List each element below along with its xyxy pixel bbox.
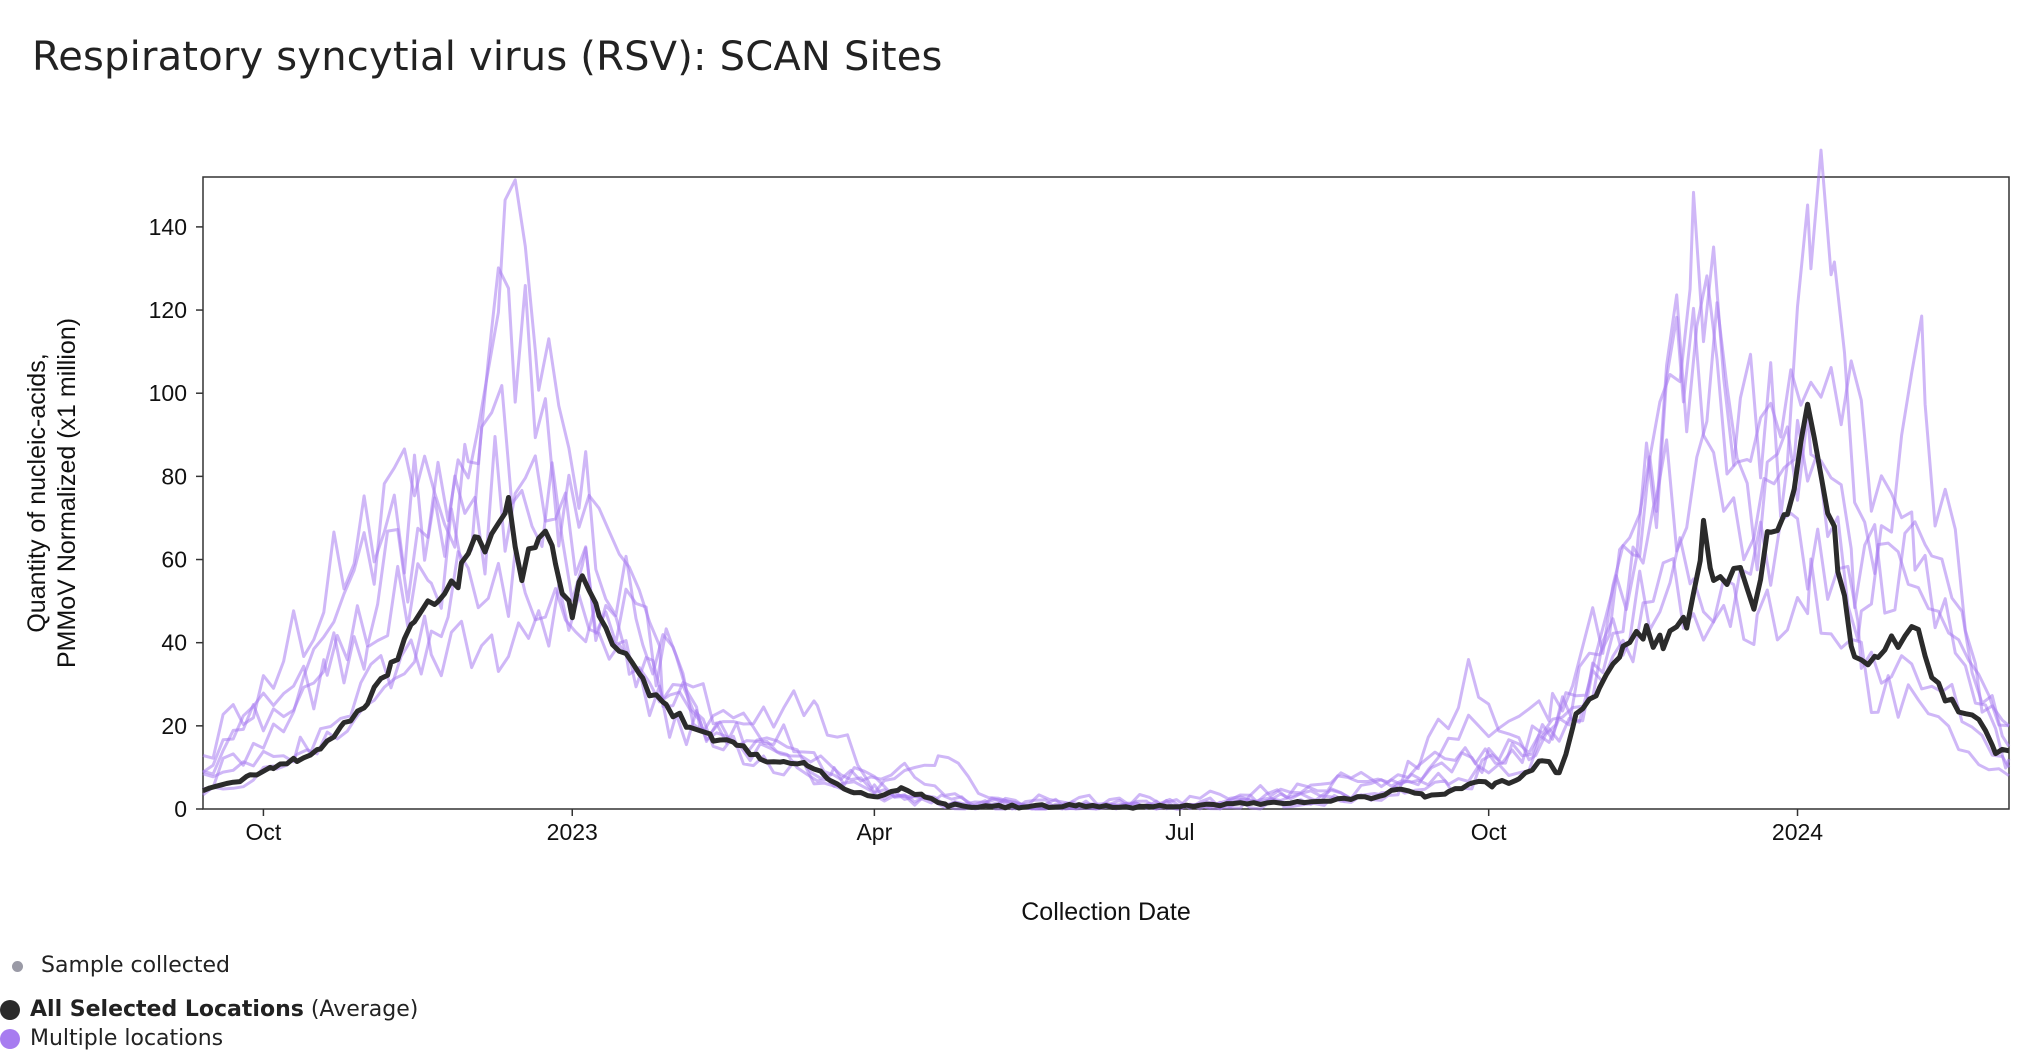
y-tick-label: 140	[149, 214, 187, 240]
x-tick-label: 2024	[1772, 819, 1823, 845]
x-axis-title: Collection Date	[1021, 898, 1191, 926]
average-dot-icon	[0, 1000, 20, 1020]
y-tick-label: 100	[149, 380, 187, 406]
legend-multiple-locations[interactable]: Multiple locations	[0, 1026, 223, 1051]
y-axis-title-line-2: PMMoV Normalized (x1 million)	[53, 318, 81, 668]
x-tick-label: Oct	[246, 819, 282, 845]
y-axis-title-line-1: Quantity of nucleic-acids,	[23, 353, 51, 632]
x-tick-label: Apr	[856, 819, 892, 845]
y-tick-label: 120	[149, 297, 187, 323]
legend-average[interactable]: All Selected Locations (Average)	[0, 997, 418, 1022]
legend-average-suffix: (Average)	[310, 997, 419, 1022]
series-line-average	[202, 401, 2010, 811]
sample-dot-icon	[12, 960, 23, 972]
x-axis: Oct 2023 Apr Jul Oct 2024	[246, 809, 1823, 845]
legend-sample-collected: Sample collected	[0, 953, 230, 978]
y-tick-label: 0	[174, 796, 187, 822]
y-tick-label: 20	[161, 713, 187, 739]
y-tick-label: 80	[161, 463, 187, 489]
legend-average-label: All Selected Locations	[30, 997, 304, 1022]
y-axis-title: Quantity of nucleic-acids, PMMoV Normali…	[23, 318, 81, 668]
legend-sample-label: Sample collected	[41, 953, 231, 978]
plot-frame	[202, 176, 2010, 810]
y-axis: 0 20 40 60 80 100 120 140	[149, 214, 203, 822]
legend-multiple-label: Multiple locations	[30, 1026, 224, 1051]
x-tick-label: Oct	[1471, 819, 1507, 845]
y-tick-label: 40	[161, 630, 187, 656]
x-tick-label: 2023	[547, 819, 598, 845]
x-tick-label: Jul	[1165, 819, 1194, 845]
y-tick-label: 60	[161, 547, 187, 573]
average-series	[202, 401, 2010, 811]
chart-title: Respiratory syncytial virus (RSV): SCAN …	[32, 34, 943, 80]
locations-dot-icon	[0, 1029, 20, 1049]
